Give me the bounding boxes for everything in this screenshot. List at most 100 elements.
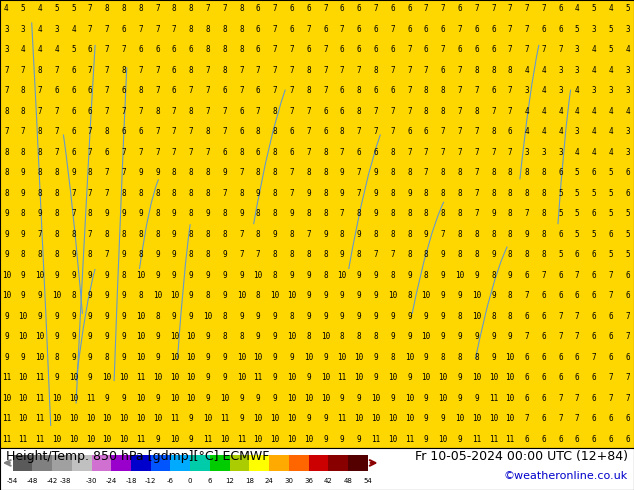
Text: 6: 6	[625, 169, 630, 177]
Bar	[13, 455, 32, 471]
Text: 7: 7	[524, 46, 529, 54]
Text: 8: 8	[441, 189, 445, 198]
Text: 9: 9	[4, 312, 9, 321]
Text: 10: 10	[52, 292, 61, 300]
Text: 6: 6	[172, 66, 177, 75]
Text: 7: 7	[55, 127, 59, 136]
Text: 9: 9	[189, 415, 193, 423]
Text: 6: 6	[88, 107, 93, 116]
Text: 5: 5	[592, 4, 597, 13]
Text: 8: 8	[37, 127, 42, 136]
Text: 7: 7	[609, 271, 613, 280]
Text: 9: 9	[37, 292, 42, 300]
Text: 5: 5	[575, 209, 579, 219]
Text: 9: 9	[205, 332, 210, 342]
Text: 8: 8	[541, 230, 546, 239]
Text: 8: 8	[391, 148, 395, 157]
Text: 4: 4	[609, 148, 613, 157]
Text: 8: 8	[323, 189, 328, 198]
Text: 4: 4	[558, 107, 563, 116]
Text: 9: 9	[122, 250, 126, 259]
Text: 9: 9	[290, 353, 294, 362]
Text: 8: 8	[474, 66, 479, 75]
Text: 10: 10	[422, 332, 430, 342]
Text: 8: 8	[37, 250, 42, 259]
Text: 3: 3	[575, 127, 579, 136]
Text: 8: 8	[407, 209, 411, 219]
Text: 3: 3	[575, 66, 579, 75]
Text: 8: 8	[373, 332, 378, 342]
Text: 9: 9	[122, 332, 126, 342]
Text: 10: 10	[237, 292, 246, 300]
Text: 8: 8	[491, 127, 496, 136]
Text: 8: 8	[273, 271, 277, 280]
Text: 7: 7	[609, 394, 613, 403]
Text: 6: 6	[208, 477, 212, 484]
Text: 8: 8	[21, 250, 25, 259]
Text: 8: 8	[424, 209, 429, 219]
Text: 6: 6	[256, 25, 261, 34]
Text: 8: 8	[239, 4, 243, 13]
Text: 4: 4	[609, 4, 613, 13]
Text: 9: 9	[357, 435, 361, 444]
Text: 6: 6	[524, 373, 529, 382]
Text: 10: 10	[354, 373, 364, 382]
Text: 9: 9	[373, 209, 378, 219]
Text: 7: 7	[575, 415, 579, 423]
Text: 7: 7	[457, 66, 462, 75]
Text: 10: 10	[18, 394, 28, 403]
Text: 8: 8	[373, 230, 378, 239]
Text: 9: 9	[373, 189, 378, 198]
Text: 8: 8	[357, 250, 361, 259]
Text: 6: 6	[541, 332, 546, 342]
Text: 6: 6	[541, 353, 546, 362]
Text: 6: 6	[524, 394, 529, 403]
Text: 8: 8	[138, 4, 143, 13]
Text: 7: 7	[223, 107, 227, 116]
Text: 6: 6	[357, 4, 361, 13]
Text: 9: 9	[306, 312, 311, 321]
Text: 9: 9	[340, 169, 344, 177]
Text: 8: 8	[357, 209, 361, 219]
Text: 3: 3	[575, 46, 579, 54]
Text: 7: 7	[457, 127, 462, 136]
Text: 9: 9	[105, 394, 110, 403]
Text: 9: 9	[273, 312, 277, 321]
Text: 6: 6	[625, 353, 630, 362]
Text: 3: 3	[558, 86, 563, 96]
Text: 8: 8	[457, 250, 462, 259]
Text: 8: 8	[256, 127, 261, 136]
Bar	[289, 455, 309, 471]
Text: 7: 7	[558, 415, 563, 423]
Text: 8: 8	[323, 209, 328, 219]
Text: 6: 6	[524, 312, 529, 321]
Text: 7: 7	[306, 107, 311, 116]
Text: 6: 6	[105, 148, 110, 157]
Text: ©weatheronline.co.uk: ©weatheronline.co.uk	[503, 471, 628, 481]
Text: 8: 8	[391, 230, 395, 239]
Text: 7: 7	[105, 250, 110, 259]
Text: 4: 4	[592, 46, 597, 54]
Text: 7: 7	[491, 4, 496, 13]
Text: 10: 10	[489, 415, 498, 423]
Text: 6: 6	[575, 292, 579, 300]
Text: 9: 9	[205, 209, 210, 219]
Text: 10: 10	[388, 415, 397, 423]
Text: 8: 8	[541, 250, 546, 259]
Text: 7: 7	[575, 332, 579, 342]
Text: 4: 4	[575, 107, 579, 116]
Text: 6: 6	[592, 435, 597, 444]
Text: 9: 9	[55, 312, 59, 321]
Text: 10: 10	[170, 435, 179, 444]
Text: 4: 4	[524, 107, 529, 116]
Text: 10: 10	[287, 292, 297, 300]
Text: 11: 11	[36, 373, 44, 382]
Text: 10: 10	[69, 394, 78, 403]
Text: 6: 6	[55, 86, 59, 96]
Text: 8: 8	[391, 271, 395, 280]
Text: 6: 6	[541, 373, 546, 382]
Text: 6: 6	[323, 127, 328, 136]
Text: 8: 8	[223, 46, 227, 54]
Text: 7: 7	[441, 4, 445, 13]
Text: 7: 7	[205, 148, 210, 157]
